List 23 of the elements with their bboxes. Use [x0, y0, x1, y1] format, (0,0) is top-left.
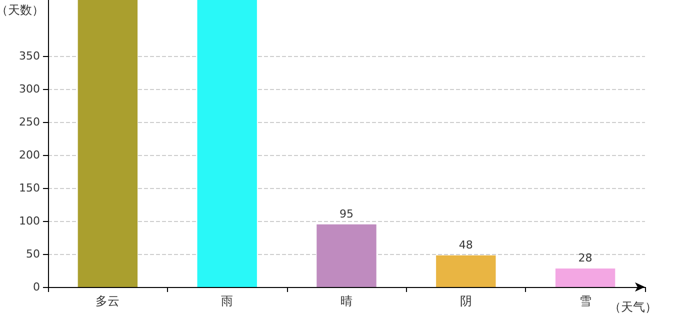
- x-tick-label: 多云: [96, 294, 120, 308]
- x-axis-title: （天气）: [609, 300, 657, 314]
- x-tick-label: 雨: [221, 294, 234, 308]
- y-tick-label: 150: [19, 182, 40, 195]
- bar: [78, 0, 138, 287]
- y-tick-label: 350: [19, 50, 40, 63]
- y-tick-label: 0: [33, 280, 40, 294]
- bar: [555, 268, 616, 287]
- bar: [197, 0, 257, 287]
- data-label: 95: [340, 207, 354, 220]
- data-label: 48: [458, 238, 473, 252]
- x-tick-label: 阴: [460, 294, 472, 308]
- y-tick-label: 100: [19, 214, 40, 228]
- bar: [436, 255, 496, 287]
- x-tick-label: 雪: [579, 294, 592, 308]
- x-tick-label: 晴: [340, 294, 352, 308]
- y-axis-title: （天数）: [0, 3, 44, 17]
- data-label: 28: [578, 252, 592, 265]
- y-tick-label: 50: [26, 248, 40, 261]
- y-tick-label: 300: [19, 82, 40, 96]
- y-tick-label: 200: [19, 148, 40, 162]
- bar: [316, 224, 376, 287]
- y-tick-label: 250: [19, 116, 40, 129]
